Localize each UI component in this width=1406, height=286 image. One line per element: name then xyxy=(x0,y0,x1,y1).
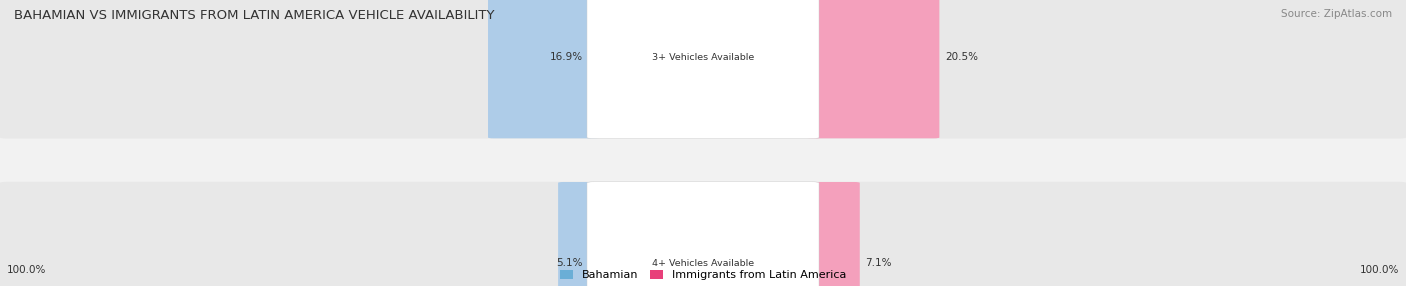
Text: 100.0%: 100.0% xyxy=(1360,265,1399,275)
FancyBboxPatch shape xyxy=(0,182,1406,286)
FancyBboxPatch shape xyxy=(558,182,599,286)
FancyBboxPatch shape xyxy=(807,182,859,286)
Text: 3+ Vehicles Available: 3+ Vehicles Available xyxy=(652,53,754,62)
FancyBboxPatch shape xyxy=(588,0,818,138)
Text: 5.1%: 5.1% xyxy=(557,258,582,268)
Legend: Bahamian, Immigrants from Latin America: Bahamian, Immigrants from Latin America xyxy=(560,270,846,281)
Text: Source: ZipAtlas.com: Source: ZipAtlas.com xyxy=(1281,9,1392,19)
FancyBboxPatch shape xyxy=(807,0,939,138)
FancyBboxPatch shape xyxy=(588,182,818,286)
Text: 7.1%: 7.1% xyxy=(865,258,891,268)
FancyBboxPatch shape xyxy=(0,0,1406,138)
FancyBboxPatch shape xyxy=(488,0,599,138)
Text: 16.9%: 16.9% xyxy=(550,52,582,62)
Text: 20.5%: 20.5% xyxy=(945,52,979,62)
Text: 4+ Vehicles Available: 4+ Vehicles Available xyxy=(652,259,754,268)
Text: BAHAMIAN VS IMMIGRANTS FROM LATIN AMERICA VEHICLE AVAILABILITY: BAHAMIAN VS IMMIGRANTS FROM LATIN AMERIC… xyxy=(14,9,495,21)
Text: 100.0%: 100.0% xyxy=(7,265,46,275)
